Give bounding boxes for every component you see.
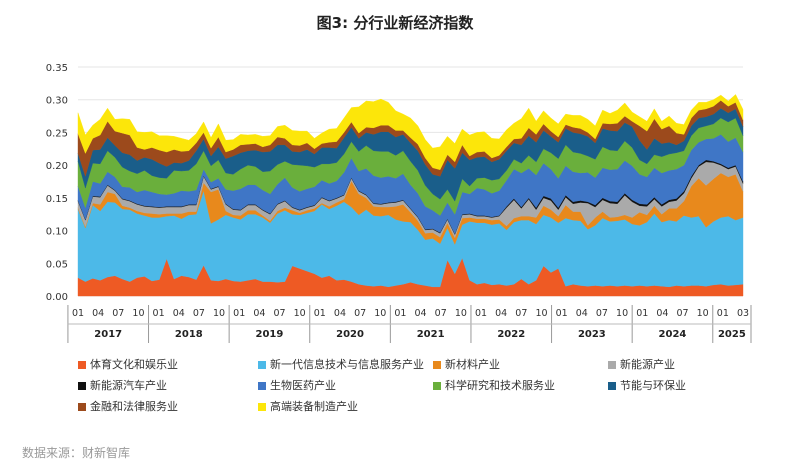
x-tick-label: 01 (556, 308, 568, 319)
y-tick-label: 0.25 (46, 128, 68, 139)
legend-label: 高端装备制造产业 (270, 400, 358, 413)
year-label: 2022 (497, 329, 525, 340)
x-tick-label: 10 (616, 308, 628, 319)
legend-item: 金融和法律服务业 (78, 398, 178, 414)
x-tick-label: 10 (294, 308, 306, 319)
legend-label: 金融和法律服务业 (90, 400, 178, 413)
x-tick-label: 04 (334, 308, 346, 319)
x-tick-label: 03 (737, 308, 749, 319)
legend-item: 科学研究和技术服务业 (433, 377, 555, 393)
legend-label: 新材料产业 (445, 358, 500, 371)
x-tick-label: 10 (132, 308, 144, 319)
legend-swatch (258, 361, 266, 369)
year-label: 2024 (659, 329, 687, 340)
year-label: 2018 (175, 329, 203, 340)
legend-item: 新能源汽车产业 (78, 377, 167, 393)
axes: 0.00 0.05 0.10 0.15 0.20 0.25 0.30 0.35 01 04 07 10… (46, 63, 752, 343)
year-label: 2017 (94, 329, 122, 340)
legend-swatch (78, 382, 86, 390)
x-tick-label: 04 (253, 308, 265, 319)
x-tick-label: 10 (455, 308, 467, 319)
legend-swatch (258, 403, 266, 411)
x-tick-label: 10 (535, 308, 547, 319)
x-tick-label: 10 (213, 308, 225, 319)
source-note: 数据来源：财新智库 (22, 446, 131, 460)
x-tick-label: 04 (656, 308, 668, 319)
year-label: 2021 (417, 329, 445, 340)
legend-item: 新一代信息技术与信息服务产业 (258, 356, 424, 372)
y-tick-label: 0.00 (46, 292, 68, 303)
legend-item: 高端装备制造产业 (258, 398, 358, 414)
y-tick-label: 0.30 (46, 96, 68, 107)
x-tick-label: 07 (112, 308, 124, 319)
series-area-9 (77, 94, 744, 170)
x-tick-label: 01 (72, 308, 84, 319)
legend-label: 体育文化和娱乐业 (90, 358, 178, 371)
legend-swatch (433, 361, 441, 369)
legend-item: 节能与环保业 (608, 377, 686, 393)
x-tick-label: 07 (273, 308, 285, 319)
y-tick-label: 0.15 (46, 194, 68, 205)
x-tick-label: 07 (435, 308, 447, 319)
y-tick-label: 0.35 (46, 63, 68, 74)
x-tick-label: 01 (636, 308, 648, 319)
x-tick-label: 01 (717, 308, 729, 319)
x-tick-label: 01 (475, 308, 487, 319)
y-tick-label: 0.20 (46, 161, 68, 172)
legend-label: 生物医药产业 (270, 379, 336, 392)
year-label: 2023 (578, 329, 606, 340)
legend-swatch (608, 382, 616, 390)
y-tick-label: 0.05 (46, 259, 68, 270)
legend-item: 生物医药产业 (258, 377, 336, 393)
x-tick-label: 01 (233, 308, 245, 319)
legend-swatch (433, 382, 441, 390)
legend-label: 节能与环保业 (620, 379, 686, 392)
legend-item: 新材料产业 (433, 356, 500, 372)
x-tick-label: 04 (173, 308, 185, 319)
x-tick-label: 01 (394, 308, 406, 319)
x-tick-label: 07 (596, 308, 608, 319)
legend-swatch (608, 361, 616, 369)
legend-swatch (78, 361, 86, 369)
legend-label: 新能源汽车产业 (90, 379, 167, 392)
x-tick-label: 04 (415, 308, 427, 319)
legend-label: 科学研究和技术服务业 (445, 379, 555, 392)
x-tick-label: 10 (697, 308, 709, 319)
x-tick-label: 07 (676, 308, 688, 319)
year-label: 2020 (336, 329, 364, 340)
legend-item: 体育文化和娱乐业 (78, 356, 178, 372)
x-tick-label: 04 (576, 308, 588, 319)
stacked-areas (77, 94, 744, 297)
x-tick-label: 07 (515, 308, 527, 319)
chart-title: 图3: 分行业新经济指数 (316, 14, 474, 32)
legend-swatch (258, 382, 266, 390)
legend-label: 新一代信息技术与信息服务产业 (270, 358, 424, 371)
x-tick-label: 07 (354, 308, 366, 319)
x-tick-label: 04 (495, 308, 507, 319)
y-tick-label: 0.10 (46, 227, 68, 238)
x-tick-label: 01 (153, 308, 165, 319)
legend-item: 新能源产业 (608, 356, 675, 372)
x-tick-label: 10 (374, 308, 386, 319)
x-tick-label: 01 (314, 308, 326, 319)
x-tick-label: 04 (92, 308, 104, 319)
legend-swatch (78, 403, 86, 411)
year-label: 2019 (256, 329, 284, 340)
legend-label: 新能源产业 (620, 358, 675, 371)
year-label: 2025 (718, 329, 746, 340)
x-tick-label: 07 (193, 308, 205, 319)
